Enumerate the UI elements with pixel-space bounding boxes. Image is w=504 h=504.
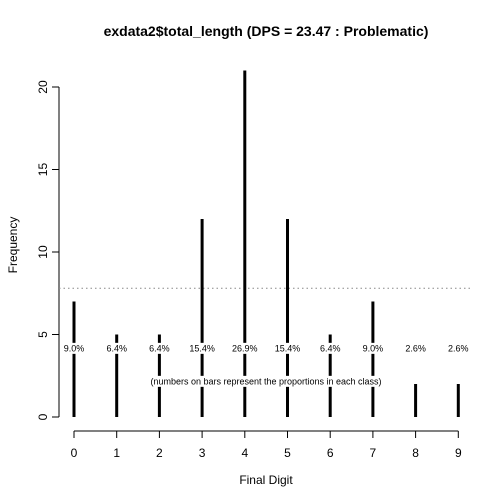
y-tick-label: 20 [36, 80, 50, 94]
bar-label-5: 15.4% [275, 344, 301, 354]
x-axis: 0 1 2 3 4 5 6 7 8 9 [71, 430, 462, 460]
x-tick-label: 1 [113, 446, 120, 460]
bar-label-background [404, 342, 427, 354]
bar-proportion-labels: 9.0% 6.4% 6.4% 15.4% 26.9% 15.4% 6.4% 9.0% 2.6% 2… [62, 342, 470, 354]
bar-label-background [230, 342, 259, 354]
y-tick-label: 15 [36, 163, 50, 177]
bar-label-8: 2.6% [405, 344, 426, 354]
bar-label-background [318, 342, 342, 354]
bar-label-9: 2.6% [448, 344, 469, 354]
bar-label-7: 9.0% [363, 344, 384, 354]
note-background [133, 375, 399, 387]
y-axis-label: Frequency [6, 217, 20, 274]
x-tick-label: 5 [284, 446, 291, 460]
bar-label-2: 6.4% [149, 344, 170, 354]
x-tick-label: 7 [370, 446, 377, 460]
y-tick-label: 0 [36, 413, 50, 420]
proportion-note: (numbers on bars represent the proportio… [150, 377, 381, 387]
x-tick-label: 9 [455, 446, 462, 460]
bar-label-background [105, 342, 129, 354]
bar-label-background [148, 342, 171, 354]
bar-label-background [62, 342, 86, 354]
y-tick-label: 10 [36, 245, 50, 259]
bar-label-background [361, 342, 385, 354]
x-tick-label: 8 [412, 446, 419, 460]
chart-title: exdata2$total_length (DPS = 23.47 : Prob… [104, 23, 429, 39]
bar-label-0: 9.0% [64, 344, 85, 354]
bar-label-background [188, 342, 217, 354]
y-tick-label: 5 [36, 331, 50, 338]
bar-label-background [446, 342, 470, 354]
x-tick-label: 6 [327, 446, 334, 460]
x-tick-label: 2 [156, 446, 163, 460]
x-axis-label: Final Digit [239, 473, 293, 487]
bar-label-4: 26.9% [232, 344, 258, 354]
x-tick-label: 4 [241, 446, 248, 460]
bar-label-1: 6.4% [106, 344, 127, 354]
x-tick-label: 0 [71, 446, 78, 460]
y-axis: 0 5 10 15 20 [36, 80, 60, 420]
x-tick-label: 3 [199, 446, 206, 460]
bar-label-3: 15.4% [189, 344, 215, 354]
bars [72, 70, 460, 417]
bar-label-6: 6.4% [320, 344, 341, 354]
bar-label-background [273, 342, 302, 354]
